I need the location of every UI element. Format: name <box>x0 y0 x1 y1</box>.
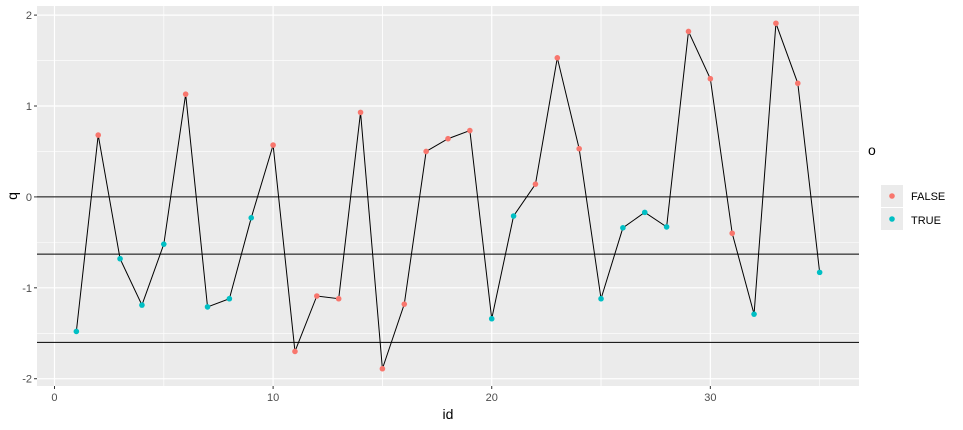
data-point-true <box>139 302 145 308</box>
data-point-false <box>379 365 386 372</box>
x-tick-label: 0 <box>51 392 57 404</box>
y-tick-label: 1 <box>26 101 32 113</box>
data-point-false <box>335 295 342 302</box>
y-axis-title: q <box>4 192 20 200</box>
data-point-false <box>685 28 692 35</box>
reference-lines <box>37 196 859 343</box>
legend-item-true: TRUE <box>881 208 941 230</box>
data-point-true <box>663 224 670 230</box>
legend: o FALSE TRUE <box>868 142 945 230</box>
data-point-false <box>357 109 364 116</box>
data-point-true <box>248 215 255 221</box>
data-point-false <box>773 20 779 27</box>
data-point-false <box>445 135 451 142</box>
plot-panel <box>37 6 859 386</box>
data-point-true <box>73 328 80 335</box>
data-point-true <box>598 295 604 302</box>
data-point-false <box>794 80 801 87</box>
x-tick-label: 10 <box>267 392 279 404</box>
data-points <box>73 20 823 372</box>
data-point-false <box>423 148 429 155</box>
data-point-true <box>816 269 823 276</box>
x-tick-label: 30 <box>704 392 716 404</box>
y-tick-label: 0 <box>26 192 32 204</box>
y-tick-label: 2 <box>26 10 32 22</box>
legend-label-true: TRUE <box>911 215 941 227</box>
data-point-false <box>532 181 539 187</box>
data-point-false <box>707 75 714 82</box>
data-point-false <box>270 142 276 148</box>
data-point-false <box>182 91 189 97</box>
data-point-false <box>401 301 408 307</box>
x-axis-title: id <box>443 406 454 422</box>
data-point-false <box>576 145 582 152</box>
legend-dot-true <box>889 216 895 222</box>
x-axis: 0 10 20 30 <box>51 386 716 404</box>
data-point-false <box>95 132 102 138</box>
data-point-true <box>510 213 517 219</box>
y-tick-label: -2 <box>22 374 32 386</box>
data-point-true <box>204 304 211 310</box>
y-tick-label: -1 <box>22 283 32 295</box>
data-point-true <box>117 255 123 262</box>
data-point-false <box>292 348 298 355</box>
legend-label-false: FALSE <box>911 191 945 203</box>
data-point-false <box>554 55 561 61</box>
data-point-true <box>641 209 648 216</box>
legend-title: o <box>868 142 876 158</box>
data-point-false <box>314 293 320 299</box>
data-point-true <box>226 295 233 302</box>
data-point-true <box>160 241 167 247</box>
legend-dot-false <box>889 193 895 199</box>
data-point-true <box>620 225 626 231</box>
x-tick-label: 20 <box>486 392 498 404</box>
data-point-false <box>729 230 736 237</box>
y-axis: -2 -1 0 1 2 <box>22 10 37 386</box>
legend-item-false: FALSE <box>881 185 945 207</box>
data-point-false <box>467 127 473 134</box>
data-point-true <box>751 311 757 317</box>
minor-gridlines <box>37 6 859 386</box>
data-point-true <box>488 315 495 322</box>
